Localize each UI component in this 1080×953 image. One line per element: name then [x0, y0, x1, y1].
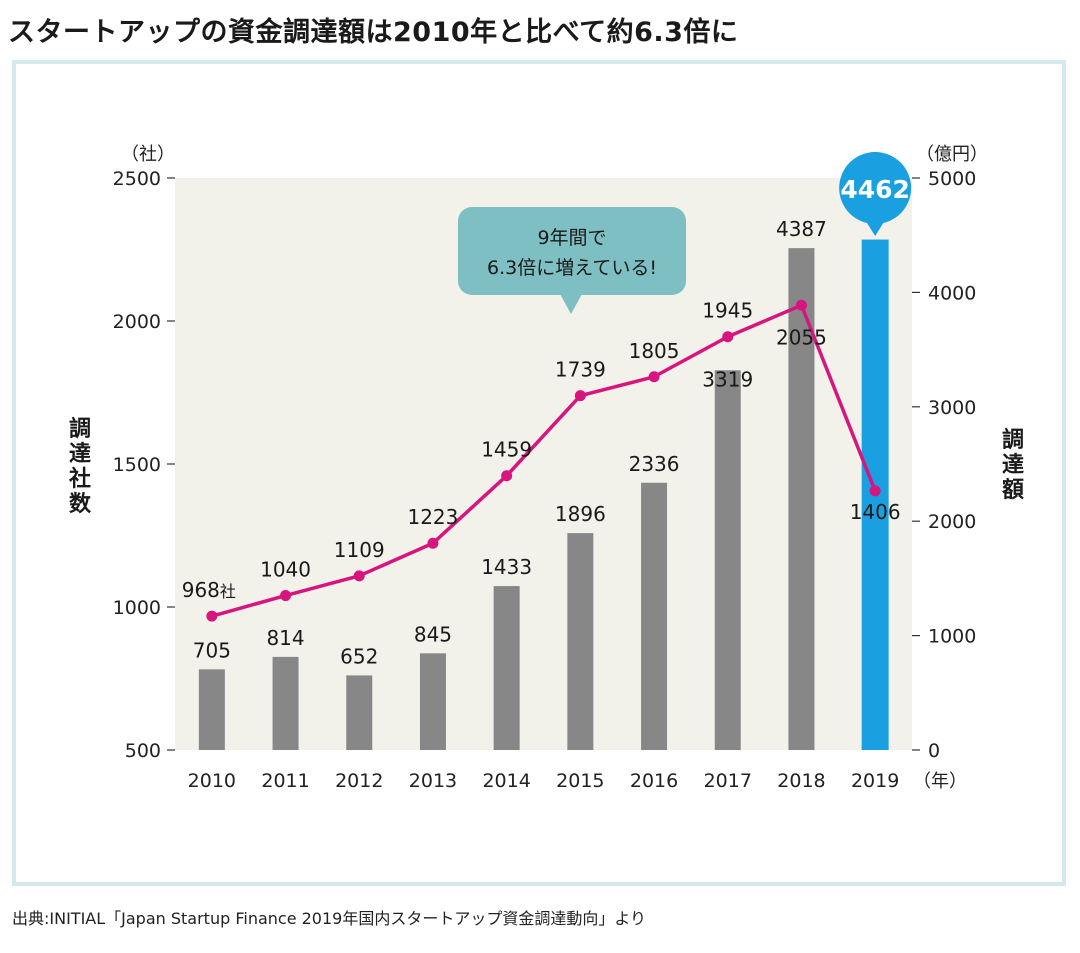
bar-value-label: 2336 [629, 452, 680, 476]
bar-value-label: 4387 [776, 217, 827, 241]
right-axis-title-char: 調 [1002, 427, 1024, 453]
line-value-label: 1109 [334, 538, 385, 562]
highlight-bubble-pointer [865, 220, 886, 236]
callout-line-1: 9年間で [537, 227, 606, 249]
right-axis-unit: （億円） [916, 144, 988, 165]
x-axis-unit: （年） [913, 771, 967, 792]
line-point [280, 590, 292, 602]
line-value-label: 2055 [776, 325, 827, 349]
page-title: スタートアップの資金調達額は2010年と比べて約6.3倍に [8, 17, 739, 48]
x-tick-label: 2011 [261, 770, 309, 792]
right-tick-label: 2000 [928, 511, 976, 533]
bar-value-label: 814 [266, 626, 304, 650]
line-point [648, 371, 660, 383]
line-point [427, 537, 439, 549]
right-tick-label: 4000 [928, 282, 976, 304]
line-value-label: 1805 [629, 339, 680, 363]
left-axis-title-char: 数 [69, 491, 92, 517]
bar [198, 669, 225, 750]
highlight-bubble [839, 152, 912, 224]
line-value-label: 1945 [702, 299, 753, 323]
bar [346, 675, 373, 750]
x-tick-label: 2010 [188, 770, 236, 792]
x-tick-label: 2016 [630, 770, 678, 792]
left-tick-label: 2000 [113, 311, 161, 333]
bar [272, 656, 299, 750]
bar [493, 586, 520, 750]
bar [419, 653, 446, 750]
left-axis-unit: （社） [121, 144, 175, 165]
line-point [869, 485, 881, 497]
line-value-label: 1739 [555, 358, 606, 382]
bar-value-label: 652 [340, 644, 378, 668]
bar [788, 248, 815, 750]
left-axis-title-char: 社 [69, 466, 91, 492]
line-point [574, 390, 586, 402]
x-tick-label: 2018 [777, 770, 825, 792]
right-axis-title-char: 額 [1002, 477, 1024, 503]
left-tick-label: 2500 [113, 168, 161, 190]
left-tick-label: 500 [125, 740, 161, 762]
x-tick-label: 2013 [409, 770, 457, 792]
line-value-unit: 社 [220, 582, 236, 601]
line-point [353, 570, 365, 582]
bar [567, 533, 594, 750]
line-series [211, 303, 877, 618]
bar-value-label: 705 [193, 638, 231, 662]
right-tick-label: 5000 [928, 168, 976, 190]
line-value-label: 1406 [850, 500, 901, 524]
line-value-label: 1040 [260, 558, 311, 582]
right-tick-label: 3000 [928, 397, 976, 419]
line-value-label: 1223 [407, 505, 458, 529]
source-caption: 出典:INITIAL「Japan Startup Finance 2019年国内… [12, 909, 647, 928]
highlight-bubble-value: 4462 [840, 175, 910, 204]
right-tick-label: 1000 [928, 626, 976, 648]
bar-value-label: 1433 [481, 555, 532, 579]
callout-pointer [560, 294, 582, 314]
x-tick-label: 2017 [704, 770, 752, 792]
x-tick-label: 2015 [556, 770, 604, 792]
left-tick-label: 1000 [113, 597, 161, 619]
bar-value-label: 1896 [555, 502, 606, 526]
bar [714, 370, 741, 750]
left-axis-title-char: 達 [69, 441, 91, 467]
x-tick-label: 2019 [851, 770, 899, 792]
bar [641, 482, 668, 750]
line-point [795, 299, 807, 311]
line-value-label: 1459 [481, 438, 532, 462]
left-tick-label: 1500 [113, 454, 161, 476]
line-point [206, 610, 218, 622]
callout-box [458, 207, 686, 295]
bar-value-label: 845 [414, 622, 452, 646]
callout-line-2: 6.3倍に増えている! [487, 257, 657, 279]
x-tick-label: 2014 [482, 770, 530, 792]
line-point [722, 331, 734, 343]
bar-value-label: 3319 [702, 367, 753, 391]
x-tick-label: 2012 [335, 770, 383, 792]
line-value-label: 968社 [182, 578, 236, 602]
right-axis-title-char: 達 [1002, 452, 1024, 478]
left-axis-title-char: 調 [69, 416, 91, 442]
right-tick-label: 0 [928, 740, 940, 762]
line-point [501, 470, 513, 482]
